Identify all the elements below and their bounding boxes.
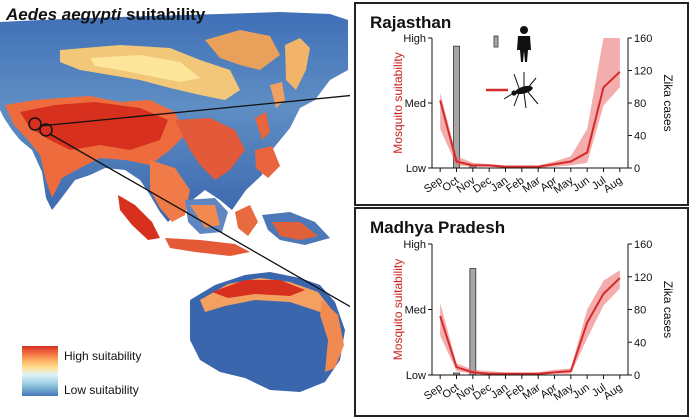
panel-title: Rajasthan <box>370 13 451 32</box>
suitability-uncertainty-band <box>440 270 620 375</box>
suitability-map <box>0 12 350 392</box>
left-tick-label: Med <box>405 98 426 110</box>
left-tick-label: Med <box>405 305 426 317</box>
mosquito-icon-proboscis <box>503 93 513 100</box>
panel-title: Madhya Pradesh <box>370 218 505 237</box>
right-axis-title: Zika cases <box>661 281 675 338</box>
rajasthan-callout-line <box>39 94 350 127</box>
person-icon <box>517 26 531 62</box>
left-tick-label: Low <box>406 163 426 175</box>
right-tick-label: 160 <box>634 33 652 45</box>
mosquito-icon-legs <box>513 72 539 109</box>
right-tick-label: 160 <box>634 239 652 251</box>
mosquito-icon-head <box>511 90 517 96</box>
land-asia <box>0 12 348 222</box>
zika-case-bar <box>469 268 477 376</box>
x-tick-label: Jun <box>570 382 591 402</box>
suitability-mean-line <box>439 277 621 375</box>
madhya-pradesh-callout-line <box>49 133 350 308</box>
suitability-mean-line <box>439 71 621 168</box>
madhya-pradesh-chart: Madhya PradeshLowMedHigh04080120160SepOc… <box>370 218 675 403</box>
legend-low-label: Low suitability <box>64 383 139 397</box>
suitability-uncertainty-band <box>440 38 620 168</box>
x-tick-label: Aug <box>602 382 625 403</box>
right-tick-label: 80 <box>634 305 646 317</box>
right-tick-label: 120 <box>634 66 652 78</box>
map-title: Aedes aegypti suitability <box>6 5 205 25</box>
right-tick-label: 0 <box>634 163 640 175</box>
right-tick-label: 120 <box>634 272 652 284</box>
suitability-map-panel: Aedes aegypti suitability High suitabili… <box>0 5 350 397</box>
left-axis-title: Mosquito suitability <box>391 259 405 360</box>
left-tick-label: High <box>403 33 426 45</box>
left-axis-title: Mosquito suitability <box>391 52 405 153</box>
madhya-pradesh-chart-panel: Madhya Pradesh Low Med High 0 40 80 120 160 Sep Oc… <box>354 207 689 417</box>
suitability-color-scale <box>22 346 58 396</box>
right-tick-label: 40 <box>634 337 646 349</box>
left-tick-label: High <box>403 239 426 251</box>
map-callouts <box>28 94 350 308</box>
map-title-suffix: suitability <box>121 5 206 24</box>
rajasthan-chart: RajasthanLowMedHigh04080120160SepOctNovD… <box>370 13 675 196</box>
right-tick-label: 80 <box>634 98 646 110</box>
right-tick-label: 40 <box>634 131 646 143</box>
right-axis-title: Zika cases <box>661 74 675 131</box>
mosquito-icon <box>503 72 539 109</box>
madhya-pradesh-marker <box>39 123 53 137</box>
x-tick-label: Aug <box>602 175 625 196</box>
x-tick-label: Jun <box>570 175 591 195</box>
legend-high-label: High suitability <box>64 349 142 363</box>
right-tick-label: 0 <box>634 370 640 382</box>
map-title-species: Aedes aegypti <box>6 5 122 24</box>
left-tick-label: Low <box>406 370 426 382</box>
person-icon-body <box>517 36 531 62</box>
legend-bar-swatch <box>493 35 499 48</box>
land-australia <box>190 272 345 392</box>
rajasthan-marker <box>28 117 42 131</box>
person-icon-head <box>520 26 528 34</box>
land-maritime-se-asia <box>118 195 330 256</box>
rajasthan-chart-panel: Rajasthan Low Med High 0 40 80 120 160 Sep Oct Nov D… <box>354 2 689 206</box>
